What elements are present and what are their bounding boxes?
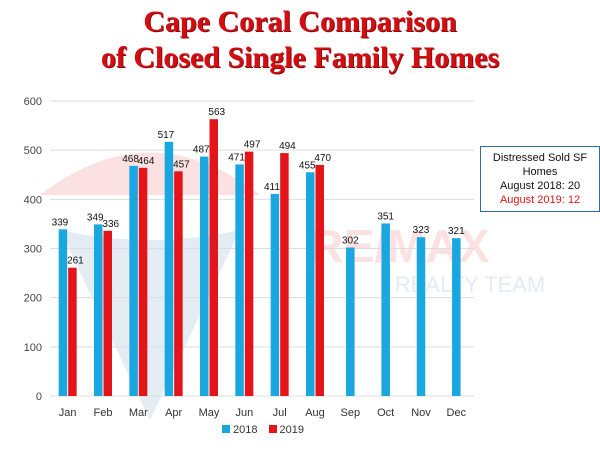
bar-2019-apr [174, 171, 183, 396]
bar-2018-apr [164, 141, 174, 396]
bar-2018-nov [416, 237, 426, 396]
bar-2019-may [209, 119, 218, 397]
bar-2019-mar [138, 167, 148, 396]
y-axis: 0 100 200 300 400 500 600 [24, 96, 42, 403]
x-tick-label: Feb [94, 407, 113, 419]
x-tick-label: Dec [447, 407, 467, 419]
title-line-1: Cape Coral Comparison [143, 5, 457, 38]
x-tick-label: Jul [273, 407, 287, 419]
bar-2018-jun [235, 164, 244, 396]
y-tick-label: 600 [24, 96, 42, 108]
data-label: 339 [52, 217, 69, 228]
distressed-sales-box: Distressed Sold SF Homes August 2018: 20… [480, 146, 600, 212]
data-label: 487 [193, 145, 210, 156]
x-tick-label: Aug [305, 407, 325, 419]
data-label: 517 [158, 130, 175, 141]
bar-2019-jun [244, 151, 254, 396]
data-label: 351 [377, 211, 394, 222]
x-tick-label: Oct [377, 407, 394, 419]
bar-2018-jan [58, 229, 68, 396]
bar-2019-jul [280, 153, 289, 396]
bar-2018-aug [306, 172, 315, 396]
x-axis: Jan Feb Mar Apr May Jun Jul Aug Sep Oct Nov Dec [59, 407, 467, 419]
info-box-2018: August 2018: 20 [499, 180, 581, 192]
bar-2018-jul [270, 193, 280, 396]
data-label: 471 [228, 152, 245, 163]
info-box-2019: August 2019: 12 [499, 194, 581, 206]
info-box-heading: Distressed Sold SF Homes [492, 152, 588, 178]
x-tick-label: Jan [59, 407, 77, 419]
y-tick-label: 200 [24, 293, 42, 305]
title-line-2: of Closed Single Family Homes [100, 41, 500, 74]
x-tick-label: Apr [165, 407, 182, 419]
y-tick-label: 100 [24, 342, 42, 354]
data-label: 563 [208, 107, 225, 118]
y-tick-label: 400 [24, 194, 42, 206]
x-tick-label: Jun [235, 407, 253, 419]
data-label: 494 [279, 141, 296, 152]
data-label: 302 [342, 236, 359, 247]
bar-2018-oct [381, 223, 390, 396]
bar-2018-sep [346, 247, 355, 396]
data-label: 457 [173, 159, 190, 170]
data-label: 261 [67, 256, 84, 267]
bar-2019-aug [315, 164, 324, 396]
data-label: 468 [122, 154, 139, 165]
bar-2018-may [200, 156, 209, 396]
x-tick-label: Nov [411, 407, 431, 419]
bar-2019-feb [103, 230, 112, 396]
gridlines [50, 100, 474, 397]
x-tick-label: Sep [341, 407, 361, 419]
legend-swatch-2018 [222, 425, 230, 433]
bars [58, 119, 461, 397]
bar-2018-feb [94, 224, 103, 396]
legend-label-2019: 2019 [279, 424, 305, 436]
legend-item-2018: 2018 [222, 424, 261, 436]
x-tick-label: Mar [129, 407, 148, 419]
data-label: 455 [299, 160, 316, 171]
data-label: 464 [138, 156, 155, 167]
bar-2019-jan [68, 267, 77, 396]
legend-item-2019: 2019 [268, 424, 305, 436]
chart-title: Cape Coral Comparison of Closed Single F… [0, 4, 600, 76]
data-label: 323 [413, 225, 430, 236]
legend: 2018 2019 [222, 424, 312, 436]
data-label: 349 [87, 212, 104, 223]
legend-label-2018: 2018 [233, 424, 258, 436]
y-tick-label: 500 [24, 145, 42, 157]
data-label: 336 [102, 219, 119, 230]
bar-2018-dec [452, 238, 461, 396]
x-tick-label: May [199, 407, 220, 419]
y-tick-label: 0 [36, 391, 42, 403]
data-label: 470 [314, 153, 331, 164]
bar-2018-mar [129, 165, 138, 396]
y-tick-label: 300 [24, 244, 42, 256]
data-label: 411 [264, 182, 280, 193]
remax-watermark: RE/MAX REALTY TEAM [40, 152, 545, 420]
legend-swatch-2019 [268, 425, 277, 433]
data-label: 321 [448, 226, 465, 237]
data-label: 497 [244, 140, 261, 151]
